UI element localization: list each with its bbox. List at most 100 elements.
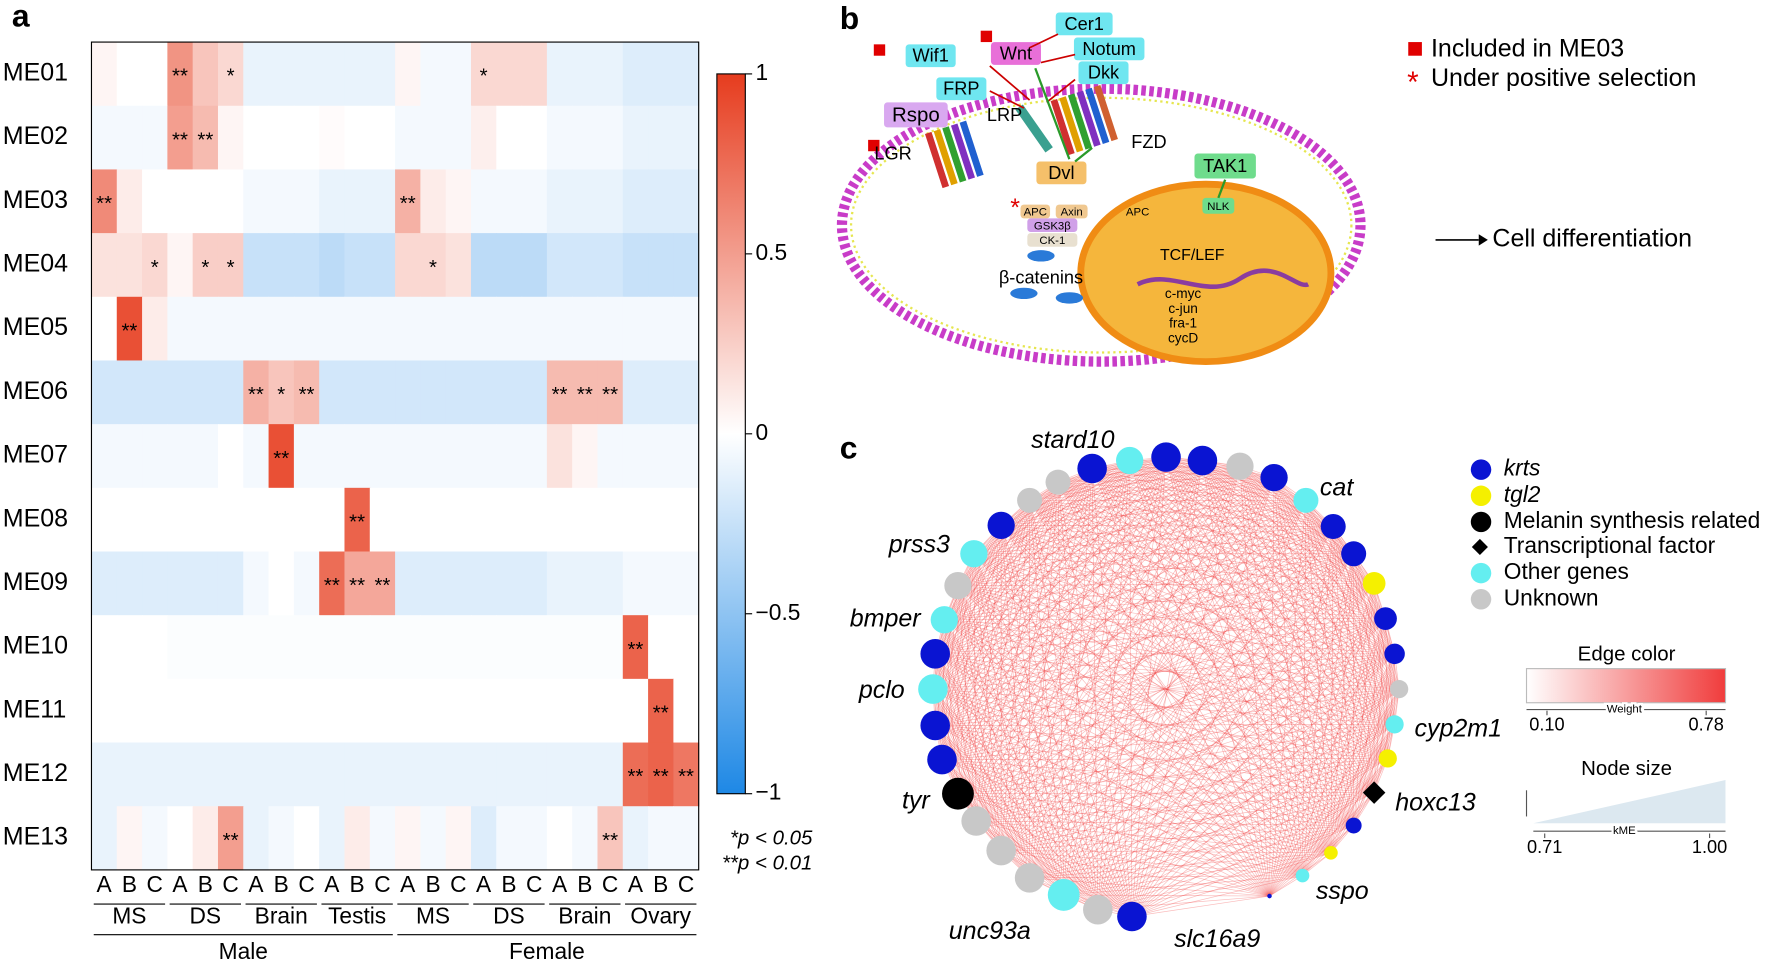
- edge: [1029, 500, 1270, 897]
- edge: [935, 618, 1386, 726]
- significance-mark: *: [429, 256, 437, 279]
- heatmap-cell: [648, 169, 674, 234]
- edge: [957, 585, 1375, 793]
- edge: [941, 500, 1030, 760]
- heatmap-cell: [597, 360, 624, 425]
- legend-label: krts: [1504, 455, 1541, 481]
- legend-label: Other genes: [1504, 558, 1629, 584]
- edge: [944, 619, 1400, 690]
- edge: [1091, 468, 1400, 690]
- activation: [1217, 179, 1227, 199]
- edge: [941, 759, 1354, 826]
- edge: [935, 460, 1203, 655]
- colorbar-tick-label: 1: [756, 59, 769, 85]
- significance-mark: **: [374, 574, 390, 597]
- edge: [1057, 481, 1395, 725]
- edge: [1129, 460, 1375, 793]
- tissue-label: Brain: [558, 903, 611, 929]
- edge: [957, 526, 1334, 794]
- heatmap-cell: [116, 615, 143, 680]
- heatmap-cell: [521, 360, 548, 425]
- node: [1378, 749, 1397, 768]
- column-label: C: [602, 871, 618, 897]
- heatmap-cell: [395, 742, 421, 807]
- edge: [944, 500, 1030, 620]
- panel-label: b: [840, 0, 859, 36]
- heatmap-cell: [420, 551, 447, 616]
- heatmap-cell: [369, 806, 396, 871]
- heatmap-cell: [319, 806, 346, 871]
- heatmap-cell: [648, 360, 674, 425]
- edge: [1029, 500, 1386, 619]
- edge: [1097, 583, 1375, 910]
- edge: [941, 460, 1130, 760]
- panel-label: c: [840, 430, 858, 466]
- edge: [943, 619, 1002, 851]
- edge: [1131, 460, 1203, 917]
- heatmap-cell: [597, 233, 624, 298]
- size-legend-title: Node size: [1581, 757, 1672, 780]
- edge: [1302, 583, 1375, 876]
- edge: [935, 725, 1303, 876]
- edge: [1063, 460, 1130, 895]
- edge: [1000, 525, 1375, 793]
- edge: [1129, 460, 1270, 897]
- heatmap-cell: [420, 742, 447, 807]
- edge: [1091, 468, 1395, 655]
- edge: [957, 585, 1065, 896]
- heatmap-cell: [268, 806, 295, 871]
- heatmap-cell: [167, 806, 194, 871]
- heatmap-cell: [395, 424, 421, 489]
- edge: [957, 456, 1167, 586]
- node: [930, 606, 958, 634]
- edge: [1330, 688, 1400, 853]
- edge: [932, 526, 1334, 690]
- edge: [1097, 724, 1395, 910]
- heatmap-cell: [116, 742, 143, 807]
- protein-label: NLK: [1207, 201, 1230, 213]
- edge: [1000, 850, 1098, 910]
- edge: [935, 553, 1354, 726]
- heatmap-cell: [496, 487, 523, 553]
- column-label: A: [324, 871, 340, 897]
- edge: [976, 820, 1354, 826]
- node: [927, 744, 957, 775]
- column-label: C: [678, 871, 694, 897]
- edge: [932, 688, 1133, 917]
- edge: [1129, 460, 1240, 467]
- protein-label: APC: [1024, 207, 1047, 219]
- edge: [1165, 456, 1400, 690]
- heatmap-cell: [319, 42, 346, 107]
- edge: [957, 792, 1375, 795]
- edge: [973, 553, 1388, 759]
- edge: [935, 653, 1354, 826]
- significance-mark: **: [197, 128, 213, 151]
- tissue-label: Testis: [328, 903, 386, 929]
- edge: [1302, 724, 1395, 876]
- heatmap-cell: [395, 615, 421, 680]
- inhibition: [989, 90, 1025, 109]
- edge: [1000, 468, 1093, 526]
- edge: [1097, 466, 1241, 910]
- edge: [976, 653, 1395, 822]
- edge: [976, 688, 1400, 822]
- edge: [944, 619, 1303, 876]
- heatmap-cell: [572, 424, 599, 489]
- edge: [935, 526, 1334, 726]
- edge: [957, 793, 1354, 826]
- heatmap-cell: [243, 42, 270, 107]
- heatmap-cell: [546, 678, 573, 744]
- heatmap-cell: [572, 487, 599, 553]
- legend-tick-label: 0.71: [1527, 837, 1562, 857]
- heatmap-cell: [293, 678, 320, 744]
- heatmap-cell: [470, 615, 497, 680]
- edge: [1057, 456, 1167, 483]
- edge: [1057, 481, 1354, 555]
- edge: [973, 553, 1099, 910]
- edge: [1239, 465, 1354, 555]
- heatmap-cell: [572, 233, 599, 298]
- edge: [957, 553, 1354, 586]
- edge: [957, 585, 1354, 826]
- edge: [957, 477, 1275, 586]
- edge: [944, 619, 1270, 897]
